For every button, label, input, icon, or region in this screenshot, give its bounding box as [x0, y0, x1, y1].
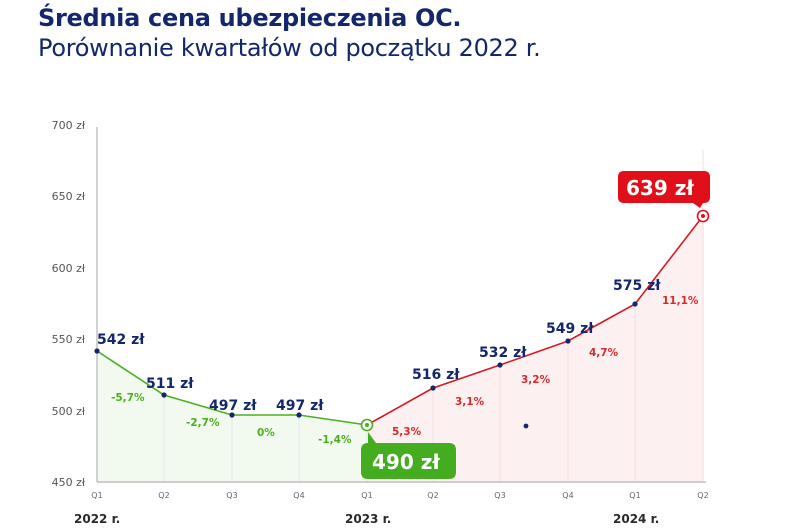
y-tick: 450 zł: [52, 476, 86, 489]
x-tick: Q1: [361, 491, 372, 500]
chart-title: Średnia cena ubezpieczenia OC.: [38, 4, 462, 32]
data-points: [94, 301, 638, 429]
data-point: [296, 412, 302, 418]
change-label: -1,4%: [318, 434, 352, 446]
increase-line: [366, 215, 704, 426]
change-label: -5,7%: [111, 392, 145, 404]
data-point: [94, 348, 100, 354]
change-label: 3,2%: [521, 374, 551, 386]
x-tick: Q4: [562, 491, 573, 500]
increase-area: [367, 216, 703, 482]
x-tick: Q1: [91, 491, 102, 500]
x-tick: Q3: [494, 491, 505, 500]
data-point: [497, 362, 503, 368]
value-label: 575 zł: [613, 278, 661, 294]
max-marker: [696, 209, 710, 223]
chart-subtitle: Porównanie kwartałów od początku 2022 r.: [38, 34, 541, 62]
data-point: [229, 412, 235, 418]
data-point: [632, 301, 638, 307]
max-callout-label: 639 zł: [626, 176, 694, 200]
x-tick: Q2: [427, 491, 438, 500]
year-label-2022: 2022 r.: [74, 512, 120, 526]
x-tick: Q4: [293, 491, 304, 500]
x-tick: Q1: [629, 491, 640, 500]
x-tick: Q2: [158, 491, 169, 500]
change-label: 11,1%: [662, 295, 699, 307]
value-label: 542 zł: [97, 332, 145, 348]
data-point: [565, 338, 571, 344]
y-tick: 500 zł: [52, 405, 86, 418]
value-label: 549 zł: [546, 321, 594, 337]
stray-dot: [523, 423, 529, 429]
change-label: 3,1%: [455, 396, 485, 408]
y-tick-labels: 700 zł 650 zł 600 zł 550 zł 500 zł 450 z…: [52, 119, 86, 489]
y-tick: 700 zł: [52, 119, 86, 132]
x-tick: Q3: [226, 491, 237, 500]
max-callout: 639 zł: [618, 171, 710, 208]
value-label: 516 zł: [412, 367, 460, 383]
change-labels: -5,7% -2,7% 0% -1,4% 5,3% 3,1% 3,2% 4,7%…: [111, 295, 699, 446]
data-point: [430, 385, 436, 391]
value-label: 532 zł: [479, 345, 527, 361]
value-label: 511 zł: [146, 376, 194, 392]
min-callout-label: 490 zł: [372, 450, 440, 474]
value-labels: 542 zł 511 zł 497 zł 497 zł 516 zł 532 z…: [97, 278, 661, 414]
change-label: 5,3%: [392, 426, 422, 438]
x-tick: Q2: [697, 491, 708, 500]
y-tick: 650 zł: [52, 190, 86, 203]
change-label: 4,7%: [589, 347, 619, 359]
y-tick: 600 zł: [52, 262, 86, 275]
year-label-2024: 2024 r.: [613, 512, 659, 526]
data-point: [161, 392, 167, 398]
y-tick: 550 zł: [52, 333, 86, 346]
gridlines: [163, 150, 704, 482]
min-callout: 490 zł: [361, 432, 456, 479]
x-tick-labels: Q1 Q2 Q3 Q4 Q1 Q2 Q3 Q4 Q1 Q2: [91, 491, 708, 500]
year-label-2023: 2023 r.: [345, 512, 391, 526]
value-label: 497 zł: [209, 398, 257, 414]
min-marker: [360, 418, 374, 432]
value-label: 497 zł: [276, 398, 324, 414]
change-label: -2,7%: [186, 417, 220, 429]
change-label: 0%: [257, 427, 275, 439]
